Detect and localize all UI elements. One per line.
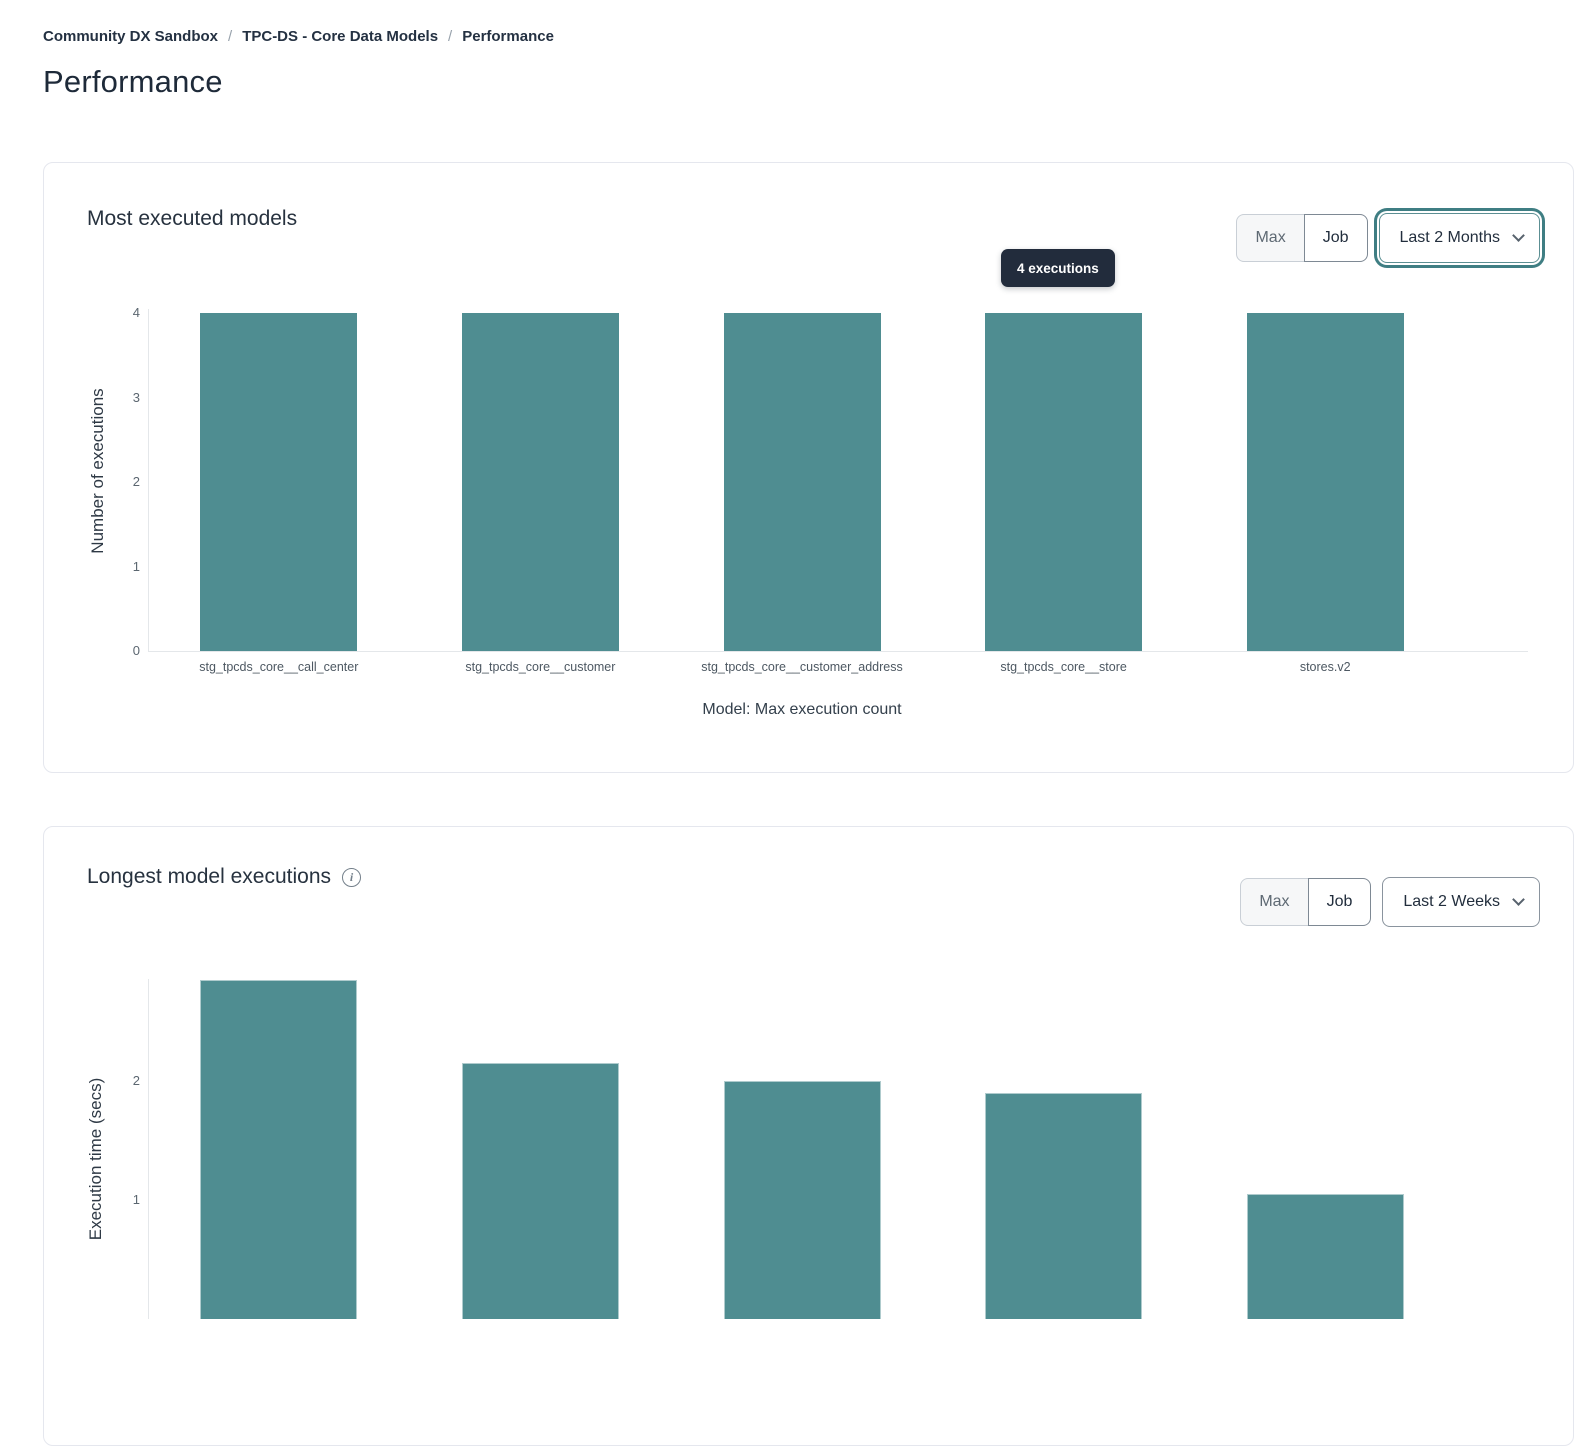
bar[interactable] <box>200 313 358 651</box>
bar[interactable] <box>1246 1194 1404 1319</box>
y-tick-label: 2 <box>132 474 140 489</box>
breadcrumb-item-account[interactable]: Community DX Sandbox <box>43 28 219 45</box>
chart-title-text: Most executed models <box>87 207 298 230</box>
max-job-toggle: Max Job <box>1240 878 1372 926</box>
chart-tooltip: 4 executions <box>1001 249 1115 287</box>
bar[interactable] <box>985 1092 1143 1319</box>
bar[interactable] <box>461 1063 619 1319</box>
x-category-label: stg_tpcds_core__call_center <box>199 660 359 674</box>
chart-title: Most executed models <box>87 207 297 231</box>
x-axis-line <box>148 651 1528 652</box>
x-category-label: stores.v2 <box>1299 660 1351 674</box>
chart-title: Longest model executions i <box>87 865 361 889</box>
x-category-label: stg_tpcds_core__store <box>1000 660 1127 674</box>
y-tick-label: 2 <box>132 1073 140 1088</box>
breadcrumb: Community DX Sandbox / TPC-DS - Core Dat… <box>43 28 554 45</box>
plot-area: 0 1 2 3 4 stg_tpcds_core__call_center stg_tpcd… <box>133 163 1528 772</box>
most-executed-models-card: Most executed models Max Job Last 2 Mont… <box>43 162 1574 773</box>
bar[interactable] <box>200 979 358 1319</box>
chart-title-text: Longest model executions <box>87 865 331 888</box>
bar[interactable] <box>723 313 881 651</box>
dropdown-label: Last 2 Months <box>1399 229 1501 246</box>
x-category-label: stg_tpcds_core__customer_address <box>701 660 903 674</box>
x-category-label: stg_tpcds_core__customer <box>465 660 616 674</box>
timeframe-dropdown[interactable]: Last 2 Months <box>1378 213 1540 263</box>
breadcrumb-item-project[interactable]: TPC-DS - Core Data Models <box>242 28 439 45</box>
y-axis-line <box>148 979 149 1319</box>
y-tick-label: 1 <box>132 558 140 574</box>
y-tick-label: 3 <box>132 389 140 405</box>
dropdown-label: Last 2 Weeks <box>1403 893 1500 910</box>
bar[interactable] <box>985 313 1143 651</box>
toggle-job-button[interactable]: Job <box>1303 214 1368 262</box>
bar[interactable] <box>461 313 619 651</box>
y-tick-label: 0 <box>132 643 140 658</box>
timeframe-dropdown[interactable]: Last 2 Weeks <box>1382 877 1540 927</box>
breadcrumb-item-current: Performance <box>462 28 554 45</box>
breadcrumb-separator: / <box>448 28 453 45</box>
chart-controls: Max Job Last 2 Weeks <box>1240 877 1540 927</box>
max-job-toggle: Max Job <box>1236 214 1368 262</box>
y-axis-label: Number of executions <box>88 388 107 554</box>
chart-controls: Max Job Last 2 Months <box>1236 213 1540 263</box>
page-title: Performance <box>43 64 223 99</box>
bar[interactable] <box>723 1081 881 1319</box>
y-axis-label: Execution time (secs) <box>86 1077 105 1241</box>
toggle-max-button[interactable]: Max <box>1240 878 1309 926</box>
info-icon[interactable]: i <box>342 867 361 887</box>
y-tick-label: 1 <box>132 1192 140 1207</box>
breadcrumb-separator: / <box>228 28 233 45</box>
bar[interactable] <box>1246 313 1404 651</box>
x-axis-title: Model: Max execution count <box>702 701 902 718</box>
longest-model-executions-card: Longest model executions i Max Job Last … <box>43 826 1574 1446</box>
y-axis-line <box>148 309 149 651</box>
toggle-job-button[interactable]: Job <box>1307 878 1372 926</box>
y-tick-label: 4 <box>132 305 140 320</box>
